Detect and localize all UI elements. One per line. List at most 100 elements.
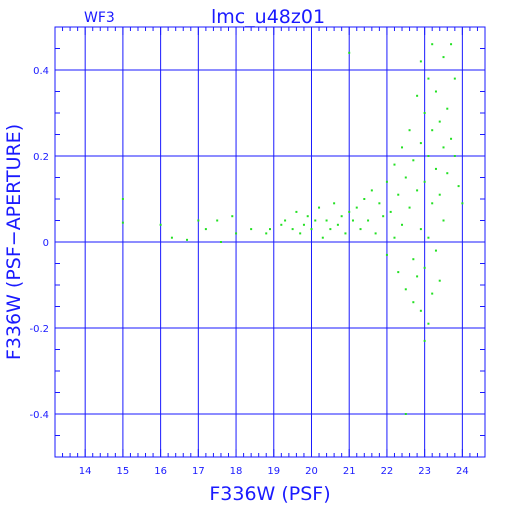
- data-point: [412, 159, 415, 162]
- data-point: [423, 112, 426, 114]
- data-point: [442, 219, 445, 222]
- data-point: [355, 206, 358, 209]
- data-point: [397, 193, 400, 196]
- data-point: [401, 223, 404, 226]
- x-tick-label: 19: [267, 466, 280, 477]
- data-point: [404, 176, 407, 179]
- data-point: [197, 219, 200, 222]
- x-axis-label: F336W (PSF): [209, 483, 330, 505]
- tick-marks: [54, 26, 486, 458]
- data-point: [333, 202, 336, 205]
- data-point: [367, 219, 370, 222]
- data-point: [404, 413, 407, 415]
- data-point: [446, 172, 449, 175]
- data-point: [412, 301, 415, 304]
- data-point: [416, 275, 419, 278]
- data-point: [269, 228, 271, 231]
- data-point: [438, 193, 441, 196]
- chart-grid: [55, 27, 485, 457]
- chart-title: lmc_u48z01: [211, 6, 325, 28]
- data-point: [318, 206, 321, 209]
- x-tick-label: 17: [192, 466, 205, 477]
- data-point: [431, 292, 434, 295]
- data-point: [231, 215, 234, 218]
- data-point: [348, 51, 351, 54]
- data-point: [363, 198, 366, 200]
- data-point: [348, 210, 351, 213]
- data-point: [419, 60, 422, 63]
- data-point: [170, 236, 173, 239]
- y-tick-label: -0.2: [29, 324, 49, 335]
- data-point: [423, 180, 426, 183]
- data-point: [419, 228, 422, 231]
- data-point: [431, 129, 434, 132]
- data-point: [442, 146, 445, 149]
- data-point: [412, 258, 415, 261]
- data-point: [265, 232, 268, 235]
- data-point: [408, 206, 411, 209]
- data-point: [351, 219, 354, 222]
- data-point: [159, 223, 162, 226]
- x-tick-label: 20: [305, 466, 318, 477]
- y-axis-label: F336W (PSF−APERTURE): [3, 124, 25, 360]
- data-point: [325, 219, 328, 222]
- data-point: [359, 228, 362, 231]
- x-tick-label: 24: [456, 466, 469, 477]
- data-point: [291, 228, 294, 231]
- data-point: [344, 232, 347, 235]
- x-tick-label: 16: [154, 466, 167, 477]
- data-point: [438, 120, 441, 123]
- x-tick-label: 18: [230, 466, 243, 477]
- data-point: [408, 129, 411, 132]
- data-point: [370, 189, 373, 192]
- y-tick-label: 0.4: [33, 66, 49, 77]
- data-point: [427, 322, 430, 325]
- data-point: [299, 232, 302, 235]
- data-point: [314, 219, 317, 222]
- data-point: [427, 236, 430, 239]
- data-point: [401, 146, 404, 149]
- data-point: [340, 215, 343, 218]
- data-point: [423, 266, 426, 269]
- data-point: [416, 94, 419, 97]
- data-point: [393, 163, 396, 166]
- data-point: [186, 238, 189, 241]
- data-point: [235, 232, 238, 235]
- data-point: [284, 219, 287, 222]
- data-point: [329, 228, 332, 231]
- data-point: [397, 271, 400, 274]
- data-point: [431, 43, 434, 46]
- data-point: [321, 236, 324, 239]
- data-point: [450, 137, 453, 140]
- x-tick-label: 21: [343, 466, 356, 477]
- data-point: [385, 253, 388, 256]
- data-point: [419, 309, 422, 312]
- data-point: [404, 288, 407, 291]
- data-point: [378, 202, 381, 205]
- data-point: [302, 223, 305, 226]
- data-point: [393, 236, 396, 239]
- data-point: [446, 107, 449, 110]
- x-tick-label: 22: [381, 466, 394, 477]
- data-point: [295, 210, 298, 213]
- data-point: [216, 219, 219, 222]
- data-point: [389, 210, 392, 213]
- data-point: [419, 142, 422, 145]
- data-point: [336, 223, 339, 226]
- data-point: [453, 77, 456, 80]
- data-point: [280, 223, 283, 226]
- data-point: [450, 43, 453, 46]
- data-point: [121, 198, 124, 200]
- x-tick-label: 23: [418, 466, 431, 477]
- data-point: [306, 215, 309, 218]
- y-tick-labels: 0.4 0.2 0 -0.2 -0.4: [29, 66, 49, 421]
- data-point: [310, 228, 313, 231]
- data-point: [453, 155, 456, 157]
- x-tick-labels: 14 15 16 17 18 19 20 21 22 23 24: [79, 466, 469, 477]
- data-point: [434, 167, 437, 170]
- y-tick-label: -0.4: [29, 410, 49, 421]
- data-point: [457, 185, 460, 188]
- data-point: [382, 215, 385, 218]
- y-tick-label: 0.2: [33, 152, 49, 163]
